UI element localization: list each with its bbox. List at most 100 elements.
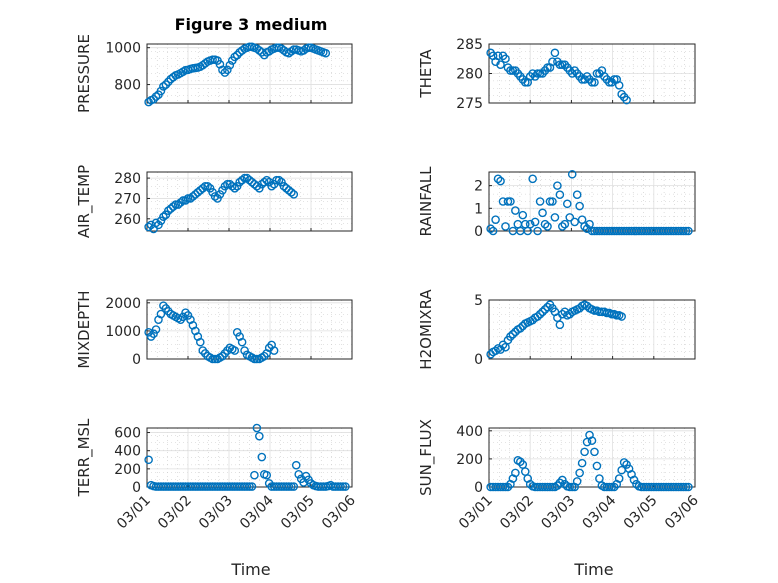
- data-point-pressure: [225, 60, 235, 70]
- ylabel-mixdepth: MIXDEPTH: [75, 290, 93, 368]
- ytick-label: 1000: [105, 324, 141, 340]
- data-point-rainfall: [558, 222, 567, 231]
- ytick-label: 285: [456, 37, 483, 53]
- axes-box: [146, 427, 353, 488]
- data-point-rainfall: [503, 197, 513, 206]
- data-point-sun_flux: [681, 482, 691, 492]
- data-point-terr_msl: [289, 482, 299, 491]
- data-point-air_temp: [203, 181, 212, 191]
- data-point-air_temp: [171, 200, 180, 209]
- data-point-pressure: [159, 82, 168, 91]
- data-point-pressure: [321, 48, 331, 58]
- data-point-h2omixra: [612, 311, 622, 320]
- data-point-terr_msl: [262, 470, 272, 480]
- ytick-label: 600: [114, 426, 141, 442]
- data-point-sun_flux: [605, 482, 614, 492]
- data-point-rainfall: [550, 213, 560, 222]
- data-point-air_temp: [274, 175, 284, 185]
- figure-title: Figure 3 medium: [175, 15, 328, 34]
- ytick-label: 800: [114, 78, 141, 94]
- data-point-air_temp: [287, 188, 296, 197]
- data-point-rainfall: [572, 190, 582, 199]
- ytick-label: 275: [456, 96, 483, 112]
- data-point-rainfall: [535, 197, 545, 206]
- xlabel-left: Time: [230, 560, 270, 579]
- data-point-sun_flux: [567, 482, 577, 492]
- data-point-sun_flux: [629, 475, 639, 485]
- data-point-pressure: [151, 92, 161, 101]
- data-point-h2omixra: [516, 324, 525, 333]
- data-point-terr_msl: [252, 423, 262, 433]
- data-point-mixdepth: [232, 328, 242, 337]
- data-point-air_temp: [267, 181, 276, 191]
- ylabel-sun_flux: SUN_FLUX: [417, 419, 436, 496]
- data-point-pressure: [230, 52, 240, 62]
- subplot-air_temp: 260 270 280 AIR_TEMP: [75, 165, 353, 238]
- subplot-rainfall: 0 1 2 RAINFALL: [417, 166, 696, 240]
- data-point-rainfall: [533, 226, 542, 236]
- data-point-h2omixra: [498, 340, 508, 350]
- data-point-rainfall: [570, 217, 579, 227]
- data-point-mixdepth: [151, 325, 161, 334]
- data-point-h2omixra: [538, 307, 547, 317]
- axes-box: [488, 427, 696, 488]
- ytick-label: 0: [474, 480, 483, 496]
- ylabel-terr_msl: TERR_MSL: [75, 418, 94, 497]
- ytick-label: 280: [114, 171, 141, 187]
- data-point-sun_flux: [575, 468, 584, 478]
- data-point-air_temp: [200, 181, 210, 191]
- data-point-rainfall: [565, 213, 575, 222]
- axes-box: [488, 299, 696, 360]
- data-point-rainfall: [567, 169, 577, 179]
- data-point-h2omixra: [508, 329, 518, 339]
- data-point-rainfall: [543, 222, 552, 231]
- data-point-terr_msl: [250, 470, 259, 480]
- ytick-label: 2: [474, 179, 483, 195]
- data-point-mixdepth: [269, 346, 279, 355]
- subplot-pressure: 800 1000 PRESSURE: [75, 34, 353, 113]
- data-point-rainfall: [518, 210, 528, 220]
- data-point-rainfall: [560, 219, 570, 229]
- data-point-theta: [622, 95, 631, 105]
- data-point-pressure: [156, 86, 166, 96]
- data-point-sun_flux: [572, 477, 582, 486]
- data-point-rainfall: [525, 219, 535, 229]
- data-point-rainfall: [548, 197, 557, 206]
- data-point-sun_flux: [592, 461, 602, 471]
- data-point-h2omixra: [555, 320, 565, 330]
- data-point-mixdepth: [240, 346, 249, 355]
- data-point-terr_msl: [247, 482, 257, 491]
- data-point-rainfall: [540, 219, 550, 229]
- data-point-air_temp: [176, 198, 185, 207]
- data-point-air_temp: [252, 181, 262, 191]
- data-point-sun_flux: [558, 475, 567, 485]
- data-point-air_temp: [259, 177, 269, 187]
- axes-box: [488, 171, 696, 232]
- data-point-sun_flux: [580, 447, 589, 457]
- data-point-rainfall: [486, 224, 495, 234]
- subplot-mixdepth: 0 1000 2000 MIXDEPTH: [75, 290, 353, 369]
- data-point-terr_msl: [144, 455, 153, 465]
- data-point-terr_msl: [336, 482, 345, 491]
- data-point-rainfall: [538, 208, 547, 218]
- xlabel-right: Time: [573, 560, 613, 579]
- data-point-theta: [550, 48, 560, 58]
- data-point-air_temp: [159, 212, 168, 222]
- data-point-terr_msl: [242, 482, 252, 491]
- data-point-air_temp: [144, 222, 153, 232]
- data-point-rainfall: [679, 226, 688, 236]
- data-point-rainfall: [506, 197, 515, 206]
- data-point-rainfall: [493, 174, 503, 184]
- data-point-rainfall: [488, 226, 498, 236]
- data-point-sun_flux: [548, 482, 557, 492]
- ytick-label: 5: [474, 293, 483, 309]
- data-point-mixdepth: [210, 354, 220, 364]
- data-point-rainfall: [491, 215, 500, 224]
- data-point-mixdepth: [230, 346, 240, 355]
- ytick-label: 400: [114, 444, 141, 460]
- data-point-rainfall: [582, 224, 592, 234]
- data-point-h2omixra: [533, 312, 542, 321]
- data-point-air_temp: [240, 173, 249, 183]
